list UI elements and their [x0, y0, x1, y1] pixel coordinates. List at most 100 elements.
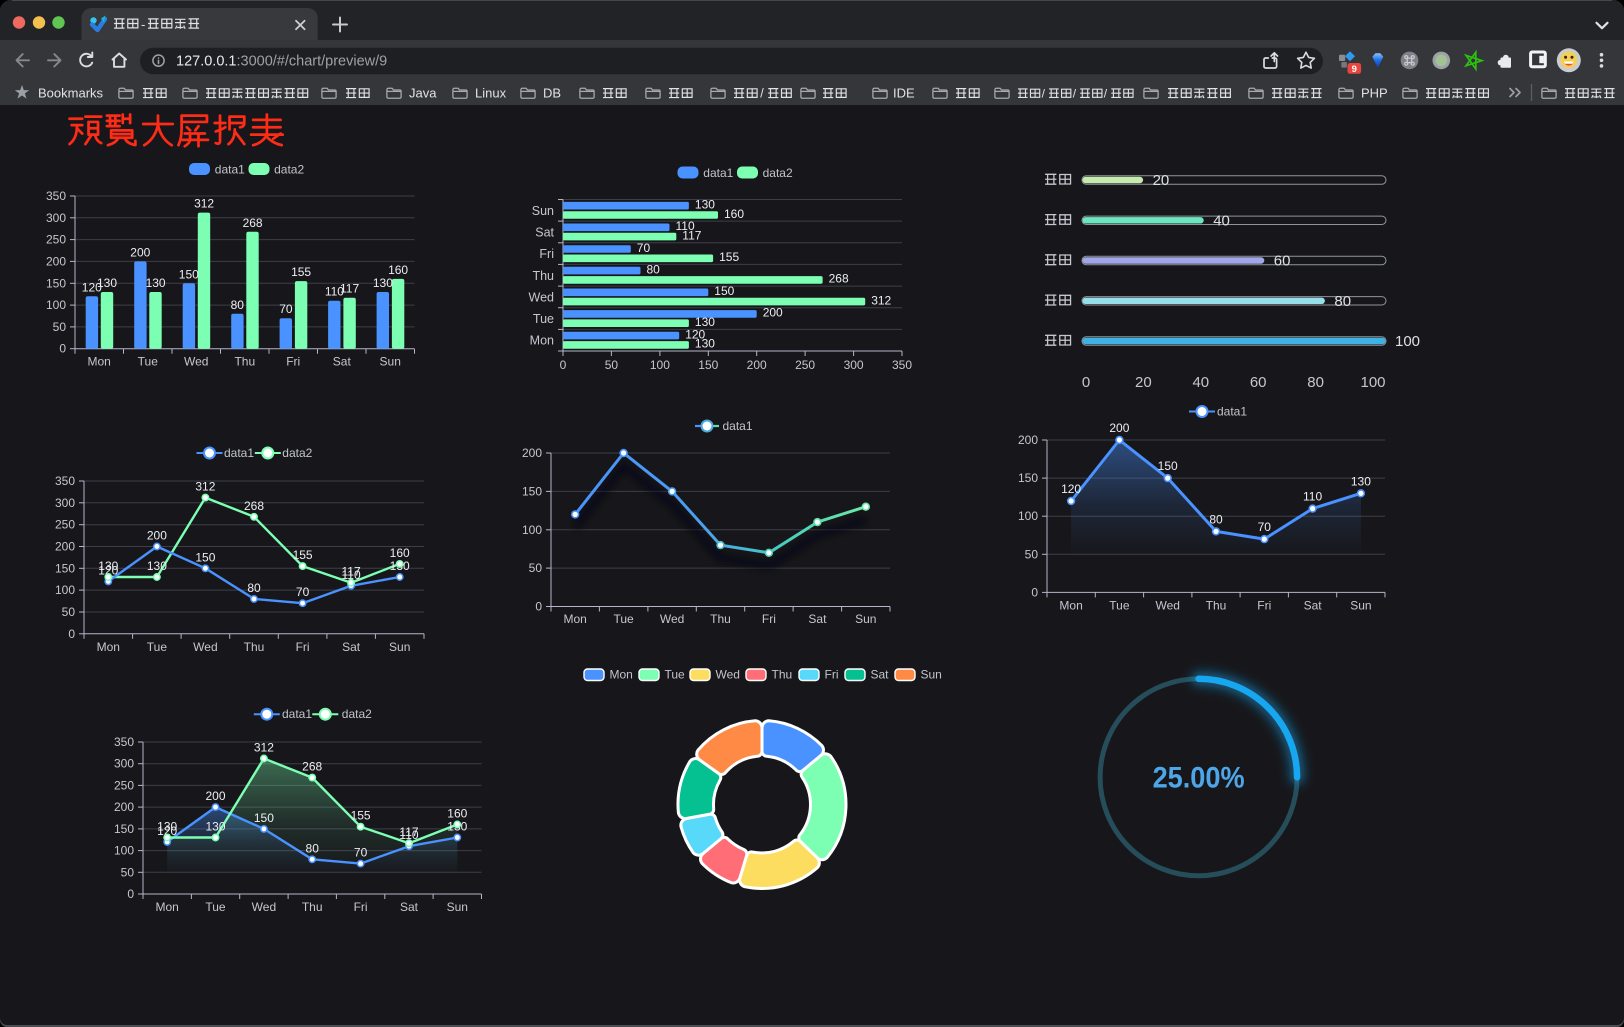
svg-text:250: 250: [795, 358, 815, 372]
svg-text:150: 150: [714, 284, 734, 298]
svg-text:Wed: Wed: [716, 668, 740, 682]
svg-text:80: 80: [1334, 293, 1351, 310]
svg-text:Mon: Mon: [530, 334, 554, 348]
svg-text:120: 120: [157, 824, 177, 838]
svg-text:Java: Java: [409, 86, 437, 101]
svg-text:130: 130: [147, 559, 167, 573]
svg-text:117: 117: [342, 565, 361, 579]
svg-text:Sun: Sun: [389, 640, 410, 654]
svg-text:160: 160: [390, 546, 410, 560]
svg-text:Sat: Sat: [871, 668, 890, 682]
svg-text:data1: data1: [282, 707, 312, 721]
svg-text:60: 60: [1250, 374, 1267, 391]
svg-text:data2: data2: [282, 446, 312, 460]
svg-text:117: 117: [340, 282, 359, 296]
svg-text:160: 160: [447, 807, 467, 821]
svg-text:200: 200: [130, 245, 150, 259]
svg-text:Tue: Tue: [1109, 598, 1130, 612]
svg-text:data1: data1: [723, 419, 753, 433]
svg-text:0: 0: [68, 627, 75, 641]
svg-text:data2: data2: [342, 707, 372, 721]
svg-text:80: 80: [1307, 374, 1324, 391]
svg-text:Fri: Fri: [1257, 598, 1271, 612]
svg-text:100: 100: [46, 298, 66, 312]
svg-text:data1: data1: [224, 446, 254, 460]
svg-text:Thu: Thu: [772, 668, 793, 682]
svg-text:Tue: Tue: [147, 640, 168, 654]
svg-text:data1: data1: [703, 166, 733, 180]
svg-text:200: 200: [522, 446, 542, 460]
svg-text:130: 130: [97, 276, 117, 290]
svg-text:0: 0: [560, 358, 567, 372]
svg-text:Tue: Tue: [205, 900, 226, 914]
svg-text:155: 155: [351, 809, 371, 823]
svg-text:350: 350: [55, 474, 75, 488]
svg-text:70: 70: [279, 302, 293, 316]
svg-text:300: 300: [55, 496, 75, 510]
svg-text:Fri: Fri: [286, 355, 300, 369]
svg-text:80: 80: [647, 262, 661, 276]
svg-text:120: 120: [685, 327, 705, 341]
svg-text:/: /: [1073, 87, 1077, 101]
svg-text:200: 200: [114, 800, 134, 814]
svg-text:200: 200: [1018, 433, 1038, 447]
svg-text:/: /: [760, 87, 764, 101]
svg-text:130: 130: [146, 276, 166, 290]
svg-text:Sun: Sun: [532, 204, 554, 218]
svg-text:Fri: Fri: [354, 900, 368, 914]
svg-text:data2: data2: [274, 163, 304, 177]
svg-text:Mon: Mon: [610, 668, 633, 682]
svg-text:40: 40: [1192, 374, 1209, 391]
svg-text:IDE: IDE: [893, 86, 915, 101]
svg-text:Sat: Sat: [400, 900, 419, 914]
svg-text:/: /: [1042, 87, 1046, 101]
svg-text:80: 80: [1209, 512, 1223, 526]
svg-text:DB: DB: [543, 86, 561, 101]
svg-text:150: 150: [114, 822, 134, 836]
svg-text:300: 300: [114, 757, 134, 771]
svg-text:150: 150: [179, 267, 199, 281]
svg-text:100: 100: [1395, 333, 1420, 350]
svg-text:Wed: Wed: [1155, 598, 1179, 612]
svg-text:155: 155: [293, 548, 313, 562]
svg-text:Tue: Tue: [533, 312, 554, 326]
svg-text:Sat: Sat: [808, 612, 827, 626]
svg-text:130: 130: [205, 820, 225, 834]
svg-text:Wed: Wed: [252, 900, 276, 914]
svg-text:Tue: Tue: [613, 612, 634, 626]
svg-text:200: 200: [205, 789, 225, 803]
svg-text:110: 110: [325, 285, 344, 299]
svg-text:Bookmarks: Bookmarks: [38, 86, 104, 101]
svg-text:data1: data1: [215, 163, 245, 177]
svg-text:Fri: Fri: [539, 247, 554, 261]
svg-text:200: 200: [747, 358, 767, 372]
svg-text:120: 120: [98, 563, 118, 577]
svg-text:150: 150: [1158, 459, 1178, 473]
svg-text:100: 100: [1018, 509, 1038, 523]
svg-text:Mon: Mon: [1059, 598, 1082, 612]
svg-text:80: 80: [231, 298, 245, 312]
svg-text:312: 312: [871, 293, 891, 307]
svg-text:70: 70: [354, 846, 368, 860]
svg-text:130: 130: [98, 559, 118, 573]
svg-text:110: 110: [342, 568, 361, 582]
svg-text:PHP: PHP: [1361, 86, 1388, 101]
svg-text:70: 70: [637, 241, 651, 255]
svg-text:Tue: Tue: [138, 355, 159, 369]
svg-text:130: 130: [157, 820, 177, 834]
svg-text:350: 350: [892, 358, 912, 372]
svg-text:20: 20: [1135, 374, 1152, 391]
svg-text:Mon: Mon: [564, 612, 587, 626]
svg-text:200: 200: [763, 306, 783, 320]
svg-text:50: 50: [605, 358, 619, 372]
svg-text:Mon: Mon: [97, 640, 120, 654]
svg-text:312: 312: [254, 741, 274, 755]
svg-text:Thu: Thu: [710, 612, 731, 626]
svg-text:Wed: Wed: [529, 290, 555, 304]
svg-text:200: 200: [55, 540, 75, 554]
svg-text:200: 200: [1109, 421, 1129, 435]
svg-text:130: 130: [373, 276, 393, 290]
svg-text:150: 150: [254, 811, 274, 825]
svg-text:40: 40: [1213, 212, 1230, 229]
svg-text:Fri: Fri: [296, 640, 310, 654]
